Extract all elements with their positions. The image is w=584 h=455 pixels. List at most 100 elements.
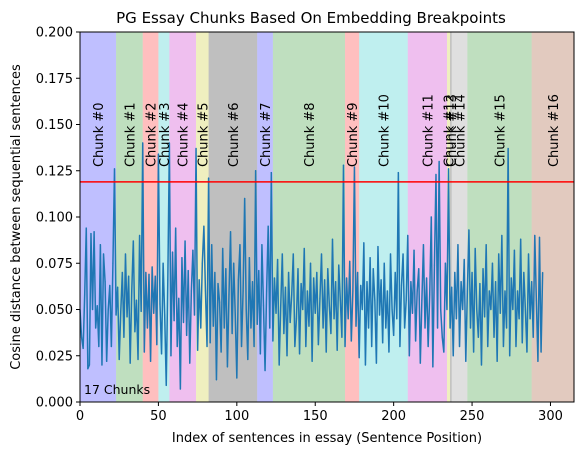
data-point-191 bbox=[378, 314, 381, 316]
data-point-254 bbox=[477, 336, 479, 338]
data-point-19 bbox=[109, 284, 111, 287]
chart-title: PG Essay Chunks Based On Embedding Break… bbox=[116, 9, 506, 27]
data-point-179 bbox=[360, 284, 362, 287]
data-point-262 bbox=[490, 308, 492, 311]
data-point-143 bbox=[303, 247, 305, 250]
y-tick-label-5: 0.125 bbox=[36, 164, 73, 179]
data-point-80 bbox=[204, 290, 207, 292]
data-point-161 bbox=[331, 238, 334, 240]
data-point-17 bbox=[106, 360, 108, 362]
y-axis-label: Cosine distance between sequential sente… bbox=[9, 64, 24, 370]
data-point-27 bbox=[121, 271, 123, 274]
data-point-46 bbox=[151, 266, 153, 268]
data-point-294 bbox=[540, 351, 542, 353]
data-point-53 bbox=[162, 262, 164, 264]
data-point-30 bbox=[126, 316, 128, 318]
data-point-234 bbox=[446, 308, 448, 311]
data-point-212 bbox=[411, 312, 414, 314]
data-point-59 bbox=[171, 251, 174, 253]
data-point-57 bbox=[168, 142, 170, 144]
data-point-224 bbox=[430, 216, 432, 218]
data-point-64 bbox=[179, 388, 181, 390]
data-point-230 bbox=[440, 308, 442, 311]
data-point-92 bbox=[223, 327, 225, 329]
data-point-293 bbox=[538, 236, 541, 238]
data-point-139 bbox=[297, 268, 299, 270]
data-point-95 bbox=[228, 294, 230, 296]
data-point-182 bbox=[364, 364, 367, 366]
data-point-90 bbox=[220, 351, 222, 353]
data-point-43 bbox=[146, 327, 149, 329]
data-point-252 bbox=[474, 247, 476, 250]
data-point-33 bbox=[131, 290, 133, 292]
data-point-61 bbox=[175, 227, 177, 229]
data-point-177 bbox=[356, 271, 359, 274]
data-point-216 bbox=[418, 268, 420, 270]
data-point-42 bbox=[145, 271, 147, 274]
data-point-99 bbox=[234, 314, 236, 316]
data-point-145 bbox=[306, 290, 308, 292]
data-point-89 bbox=[218, 301, 221, 303]
data-point-48 bbox=[154, 275, 156, 277]
chunk-span-15 bbox=[467, 32, 532, 402]
x-tick-label-0: 0 bbox=[76, 409, 84, 424]
data-point-264 bbox=[493, 336, 495, 338]
data-point-77 bbox=[200, 327, 202, 329]
chunk-span-11 bbox=[407, 32, 447, 402]
data-point-52 bbox=[160, 353, 163, 355]
data-point-83 bbox=[209, 342, 211, 344]
data-point-250 bbox=[471, 271, 473, 274]
data-point-220 bbox=[424, 327, 426, 329]
plot-line-layer bbox=[79, 142, 544, 390]
data-point-82 bbox=[207, 177, 210, 179]
data-point-12 bbox=[98, 345, 100, 348]
data-point-248 bbox=[468, 229, 470, 231]
data-point-118 bbox=[264, 369, 266, 372]
data-point-225 bbox=[432, 366, 434, 368]
data-point-9 bbox=[93, 231, 95, 233]
x-tick-label-6: 300 bbox=[538, 409, 563, 424]
data-point-75 bbox=[197, 349, 199, 351]
data-point-60 bbox=[173, 320, 175, 322]
data-point-277 bbox=[513, 249, 516, 251]
data-point-144 bbox=[305, 345, 307, 348]
data-point-174 bbox=[352, 290, 354, 292]
data-point-2 bbox=[82, 347, 84, 349]
data-point-109 bbox=[250, 327, 252, 329]
y-axis-ticks: 0.000 0.025 0.050 0.075 0.100 0.125 0.150 0.175… bbox=[36, 26, 80, 411]
data-point-241 bbox=[457, 244, 459, 246]
data-point-45 bbox=[149, 360, 152, 362]
chunk-label-1: Chunk #1 bbox=[123, 102, 138, 167]
data-point-141 bbox=[300, 283, 302, 285]
data-point-113 bbox=[256, 323, 258, 325]
data-point-24 bbox=[117, 286, 119, 288]
data-point-124 bbox=[273, 277, 276, 279]
data-point-69 bbox=[187, 270, 189, 272]
data-point-38 bbox=[138, 234, 141, 237]
chunk-label-2: Chunk #2 bbox=[145, 102, 160, 167]
data-point-203 bbox=[397, 172, 399, 174]
data-point-103 bbox=[240, 345, 243, 348]
data-point-11 bbox=[96, 305, 98, 307]
data-point-41 bbox=[143, 351, 145, 353]
data-point-134 bbox=[289, 321, 291, 324]
data-point-151 bbox=[316, 271, 318, 274]
data-point-115 bbox=[259, 353, 261, 355]
data-point-5 bbox=[87, 368, 89, 370]
data-point-287 bbox=[529, 318, 531, 320]
data-point-93 bbox=[225, 268, 227, 270]
chunk-label-5: Chunk #5 bbox=[196, 102, 211, 167]
data-point-163 bbox=[335, 281, 337, 283]
data-point-85 bbox=[212, 325, 214, 327]
data-point-257 bbox=[482, 268, 484, 270]
data-point-62 bbox=[176, 345, 178, 348]
data-point-291 bbox=[535, 299, 537, 301]
data-point-44 bbox=[148, 273, 150, 275]
data-point-218 bbox=[421, 299, 423, 301]
data-point-244 bbox=[462, 308, 464, 311]
data-point-105 bbox=[244, 197, 246, 200]
data-point-184 bbox=[367, 327, 370, 329]
data-point-200 bbox=[393, 334, 395, 336]
data-point-288 bbox=[531, 281, 533, 283]
